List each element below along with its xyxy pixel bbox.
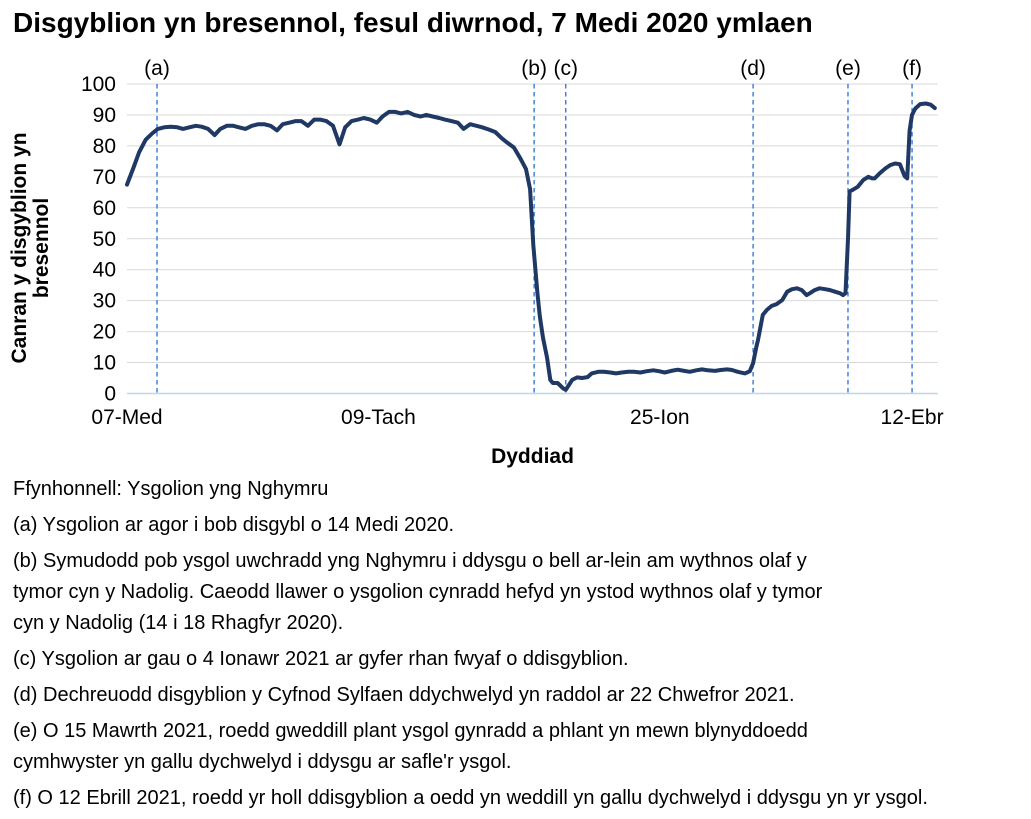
chart-svg: (a) (b) (c) (d) (e) (f) 0 10 20 30 40 50 60 70 80 90 100…	[8, 57, 944, 468]
annotation-label-(c): (c)	[554, 57, 579, 80]
footnote-f: (f) O 12 Ebrill 2021, roedd yr holl ddis…	[13, 787, 928, 809]
y-tick-label-10: 10	[93, 352, 116, 375]
attendance-line	[125, 101, 937, 392]
annotation-label-(f): (f)	[902, 57, 922, 80]
page-title: Disgyblion yn bresennol, fesul diwrnod, …	[13, 7, 813, 38]
y-tick-label-20: 20	[93, 321, 116, 344]
footnote-c: (c) Ysgolion ar gau o 4 Ionawr 2021 ar g…	[13, 648, 629, 670]
annotation-label-(e): (e)	[835, 57, 861, 80]
attendance-line-chart: (a) (b) (c) (d) (e) (f) 0 10 20 30 40 50 60 70 80 90 100…	[8, 57, 944, 468]
footnote-d: (d) Dechreuodd disgyblion y Cyfnod Sylfa…	[13, 684, 795, 706]
y-tick-label-50: 50	[93, 228, 116, 251]
y-tick-label-40: 40	[93, 259, 116, 282]
x-tick-label-07-Med: 07-Med	[91, 406, 162, 429]
footnotes: Ffynhonnell: Ysgolion yng Nghymru (a) Ys…	[13, 474, 1025, 819]
x-axis-title: Dyddiad	[491, 445, 574, 468]
y-axis-title-line1: Canran y disgyblion yn	[8, 132, 31, 363]
x-tick-label-25-Ion: 25-Ion	[630, 406, 690, 429]
y-tick-label-90: 90	[93, 104, 116, 127]
y-tick-label-70: 70	[93, 166, 116, 189]
source-note: Ffynhonnell: Ysgolion yng Nghymru	[13, 478, 329, 500]
x-tick-label-12-Ebr: 12-Ebr	[881, 406, 944, 429]
footnote-e: (e) O 15 Mawrth 2021, roedd gweddill pla…	[13, 720, 808, 773]
footnote-a: (a) Ysgolion ar agor i bob disgybl o 14 …	[13, 514, 455, 536]
annotation-label-(a): (a)	[144, 57, 170, 80]
y-tick-label-0: 0	[104, 383, 116, 406]
y-tick-label-100: 100	[81, 73, 116, 96]
annotation-label-(b): (b)	[521, 57, 547, 80]
y-axis-title-line2: bresennol	[30, 198, 53, 298]
y-tick-label-80: 80	[93, 135, 116, 158]
y-tick-label-30: 30	[93, 290, 116, 313]
annotation-label-(d): (d)	[740, 57, 766, 80]
y-tick-label-60: 60	[93, 197, 116, 220]
x-tick-label-09-Tach: 09-Tach	[341, 406, 416, 429]
footnote-b: (b) Symudodd pob ysgol uwchradd yng Nghy…	[13, 550, 823, 634]
